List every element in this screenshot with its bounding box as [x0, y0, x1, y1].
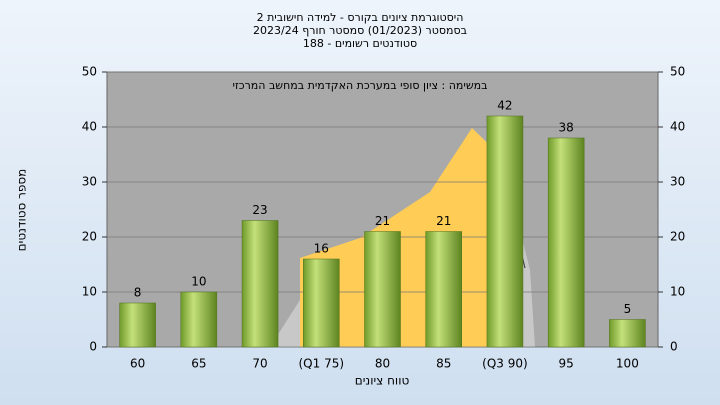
value-label: 21	[375, 214, 390, 228]
x-tick-label: 70	[252, 357, 267, 371]
y2-tick-label: 30	[670, 175, 685, 189]
y2-tick-label: 40	[670, 120, 685, 134]
bar	[119, 302, 156, 348]
title-line: היסטוגרמת ציונים בקורס - למידה חישובית 2	[257, 11, 464, 24]
value-label: 8	[134, 286, 142, 300]
x-tick-label: 95	[559, 357, 574, 371]
y-tick-label: 10	[82, 285, 97, 299]
value-label: 21	[436, 214, 451, 228]
value-label: 23	[252, 203, 267, 217]
y-axis-label: מספר סטודנטים	[15, 169, 29, 252]
y-tick-label: 50	[82, 65, 97, 79]
x-tick-label: 100	[616, 357, 639, 371]
value-label: 5	[624, 302, 632, 316]
y-tick-label: 30	[82, 175, 97, 189]
y-tick-label: 40	[82, 120, 97, 134]
value-label: 38	[559, 121, 574, 135]
x-tick-label: (Q3 90)	[482, 357, 528, 371]
title-line: סטודנטים רשומים - 188	[303, 37, 417, 50]
x-tick-label: 80	[375, 357, 390, 371]
bar	[241, 220, 279, 348]
x-tick-label: 65	[191, 357, 206, 371]
bar	[180, 291, 218, 348]
annotation: במשימה : ציון סופי במערכת האקדמית במחשב …	[233, 79, 488, 92]
y-tick-label: 0	[89, 340, 97, 354]
bar	[425, 231, 462, 348]
x-tick-label: 60	[130, 357, 145, 371]
bar	[303, 258, 340, 348]
y2-tick-label: 10	[670, 285, 685, 299]
y2-tick-label: 50	[670, 65, 685, 79]
value-label: 16	[314, 242, 329, 256]
bar	[547, 137, 585, 348]
y-tick-label: 20	[82, 230, 97, 244]
bar	[364, 231, 401, 348]
value-label: 10	[191, 275, 206, 289]
y2-tick-label: 20	[670, 230, 685, 244]
y2-tick-label: 0	[670, 340, 678, 354]
x-tick-label: (Q1 75)	[299, 357, 345, 371]
x-tick-label: 85	[436, 357, 451, 371]
value-label: 42	[497, 99, 512, 113]
bar	[609, 319, 646, 348]
bar	[486, 115, 524, 348]
title-line: בסמסטר (01/2023) סמסטר חורף 2023/24	[253, 24, 467, 37]
x-axis-label: טווח ציונים	[355, 374, 410, 388]
